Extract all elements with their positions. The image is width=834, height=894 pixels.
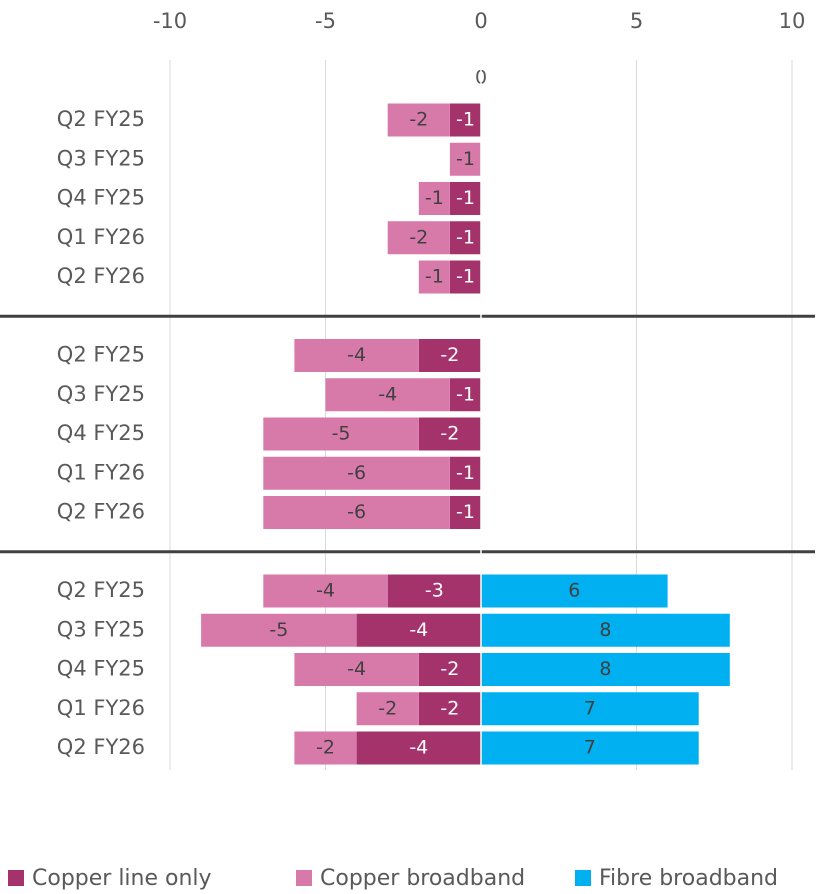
legend-label: Copper line only <box>32 866 212 891</box>
bar <box>294 653 419 686</box>
bar <box>449 260 481 294</box>
legend-swatch <box>296 870 312 886</box>
y-tick-label: Q2 FY25 <box>57 107 145 131</box>
data-label: -4 <box>409 619 428 641</box>
data-label: -1 <box>456 148 475 170</box>
data-label: -4 <box>347 658 366 680</box>
x-tick-label: 10 <box>779 9 806 33</box>
y-tick-label: Q2 FY25 <box>57 343 145 367</box>
bar <box>356 731 481 765</box>
bar <box>481 574 668 608</box>
bar <box>449 103 481 137</box>
bar <box>418 692 481 726</box>
data-label: -1 <box>456 109 475 131</box>
bar <box>387 221 450 255</box>
x-tick-label: 5 <box>630 9 643 33</box>
data-label: -4 <box>409 737 428 759</box>
data-label: -5 <box>332 423 351 445</box>
data-label: -4 <box>316 580 335 602</box>
data-label: -2 <box>378 697 397 719</box>
bar <box>201 613 357 647</box>
data-label: -1 <box>456 187 475 209</box>
data-label: 7 <box>584 737 596 759</box>
data-label: -2 <box>440 658 459 680</box>
data-label: -1 <box>456 383 475 405</box>
bar <box>418 417 481 451</box>
y-tick-label: Q3 FY25 <box>57 382 145 406</box>
x-tick-label: 0 <box>474 9 487 33</box>
y-tick-label: Q4 FY25 <box>57 657 145 681</box>
x-tick-label: -5 <box>315 9 336 33</box>
data-label: 7 <box>584 697 596 719</box>
data-label: -5 <box>269 619 288 641</box>
bar <box>449 182 481 215</box>
bar <box>449 496 481 529</box>
bar <box>481 653 730 686</box>
legend-label: Fibre broadband <box>599 866 778 891</box>
data-label: -2 <box>409 109 428 131</box>
data-label: -2 <box>440 697 459 719</box>
data-label: 8 <box>599 658 611 680</box>
data-label: 6 <box>568 580 580 602</box>
y-tick-label: Q2 FY26 <box>57 264 145 288</box>
data-label: -6 <box>347 462 366 484</box>
bar <box>356 613 481 647</box>
bar <box>263 574 388 608</box>
bar <box>294 339 419 372</box>
y-tick-label: Q3 FY25 <box>57 617 145 641</box>
data-label: -4 <box>347 344 366 366</box>
bar <box>481 692 699 726</box>
bar <box>294 731 357 765</box>
bar <box>418 260 450 294</box>
data-label: -1 <box>456 266 475 288</box>
bar <box>356 692 419 726</box>
bar <box>481 613 730 647</box>
bar <box>481 731 699 765</box>
data-label: -2 <box>440 423 459 445</box>
y-tick-label: Q1 FY26 <box>57 696 145 720</box>
bar <box>325 378 450 412</box>
data-label: -2 <box>316 737 335 759</box>
y-tick-label: Q2 FY26 <box>57 735 145 759</box>
data-label: 8 <box>599 619 611 641</box>
data-label: -1 <box>425 266 444 288</box>
bar <box>418 182 450 215</box>
bar <box>387 574 481 608</box>
bar <box>449 221 481 255</box>
y-tick-label: Q1 FY26 <box>57 225 145 249</box>
bar <box>449 456 481 490</box>
data-label: -1 <box>456 462 475 484</box>
data-label: -3 <box>425 580 444 602</box>
legend-label: Copper broadband <box>320 866 525 891</box>
y-tick-label: Q4 FY25 <box>57 186 145 210</box>
y-tick-label: Q1 FY26 <box>57 460 145 484</box>
y-tick-label: Q4 FY25 <box>57 421 145 445</box>
data-label: -1 <box>456 501 475 523</box>
data-label: -4 <box>378 383 397 405</box>
bar <box>263 496 450 529</box>
x-tick-label: -10 <box>153 9 187 33</box>
data-label: -2 <box>440 344 459 366</box>
bar <box>263 417 419 451</box>
data-label: -2 <box>409 226 428 248</box>
bar <box>418 339 481 372</box>
data-label: -6 <box>347 501 366 523</box>
data-label: -1 <box>456 226 475 248</box>
bar <box>418 653 481 686</box>
y-tick-label: Q2 FY25 <box>57 578 145 602</box>
bar <box>449 378 481 412</box>
legend-swatch <box>8 870 24 886</box>
data-label: -1 <box>425 187 444 209</box>
y-tick-label: Q3 FY25 <box>57 146 145 170</box>
bar <box>387 103 450 137</box>
y-tick-label: Q2 FY26 <box>57 500 145 524</box>
bar <box>449 142 481 176</box>
bar <box>263 456 450 490</box>
legend-swatch <box>575 870 591 886</box>
